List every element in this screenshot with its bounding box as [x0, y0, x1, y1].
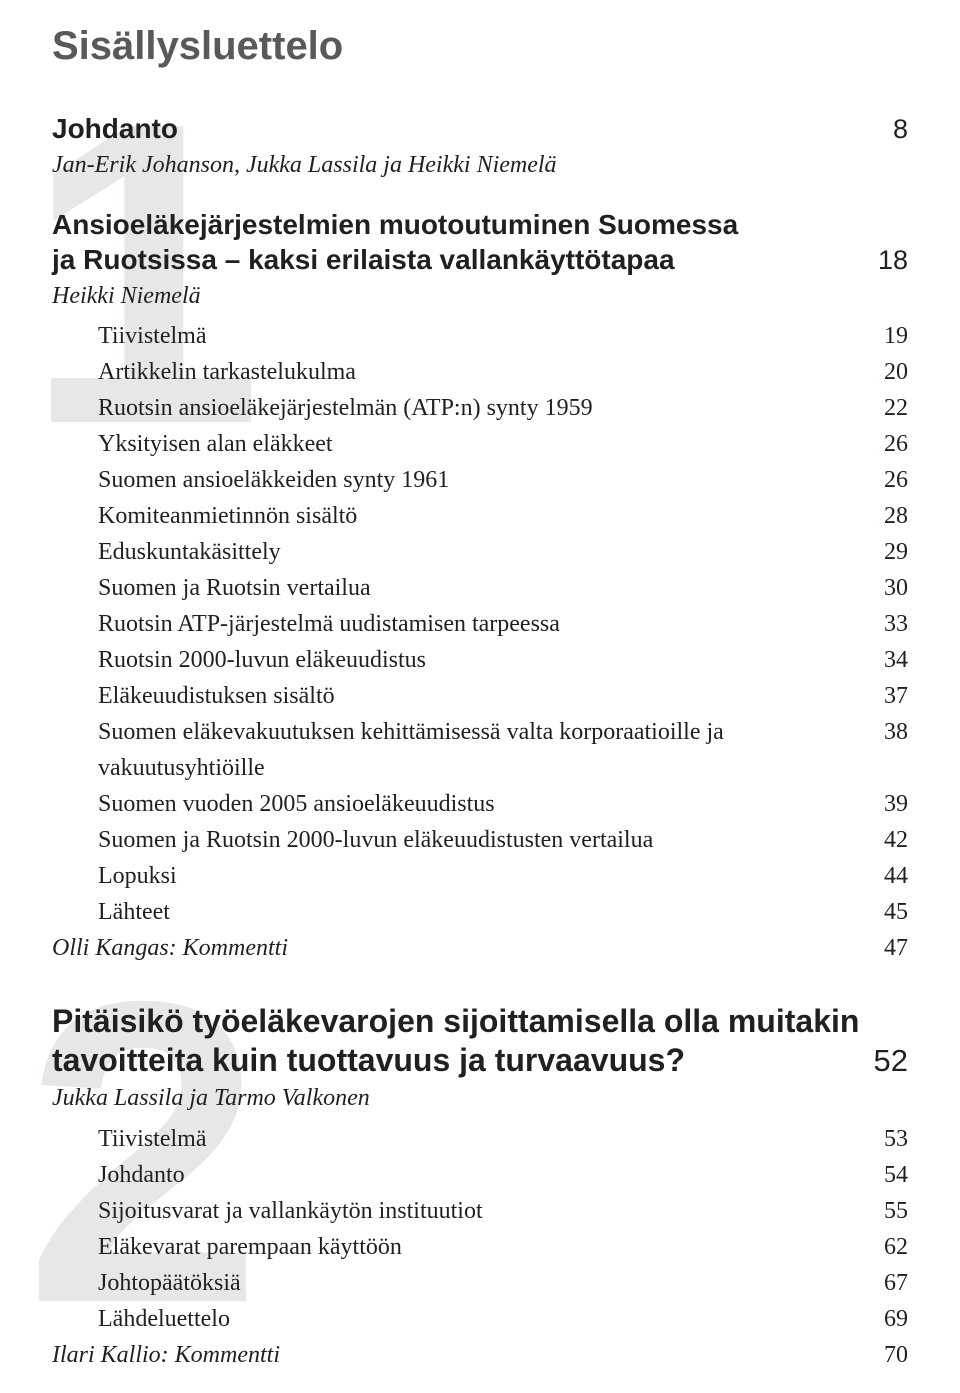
section-1: 1 Johdanto 8 Jan-Erik Johanson, Jukka La…	[52, 111, 908, 966]
commenter-label: Olli Kangas: Kommentti	[52, 930, 868, 966]
toc-page: 54	[868, 1157, 908, 1193]
ch2-byline: Jukka Lassila ja Tarmo Valkonen	[52, 1082, 908, 1114]
ch1-heading-line1: Ansioeläkejärjestelmien muotoutuminen Su…	[52, 207, 908, 242]
toc-label: Suomen ansioeläkkeiden synty 1961	[98, 462, 868, 498]
ch2-heading-line2: tavoitteita kuin tuottavuus ja turvaavuu…	[52, 1041, 868, 1080]
toc-page: 20	[868, 354, 908, 390]
toc-label: Johtopäätöksiä	[98, 1265, 868, 1301]
toc-page: 26	[868, 426, 908, 462]
intro-heading-row: Johdanto 8	[52, 111, 908, 147]
commenter-page: 70	[868, 1337, 908, 1373]
toc-label: Lähteet	[98, 894, 868, 930]
toc-label: Eläkevarat parempaan käyttöön	[98, 1229, 868, 1265]
toc-label: Komiteanmietinnön sisältö	[98, 498, 868, 534]
toc-page: 62	[868, 1229, 908, 1265]
toc-page: 37	[868, 678, 908, 714]
toc-entry: Eduskuntakäsittely 29	[52, 534, 908, 570]
toc-label: Lopuksi	[98, 858, 868, 894]
toc-page: 39	[868, 786, 908, 822]
toc-label: Tiivistelmä	[98, 1121, 868, 1157]
toc-page: 67	[868, 1265, 908, 1301]
intro-byline: Jan-Erik Johanson, Jukka Lassila ja Heik…	[52, 149, 908, 181]
toc-page: 53	[868, 1121, 908, 1157]
toc-entry: Tiivistelmä 53	[52, 1121, 908, 1157]
toc-page: 69	[868, 1301, 908, 1337]
toc-page: 44	[868, 858, 908, 894]
toc-page: 45	[868, 894, 908, 930]
toc-label: Ruotsin ansioeläkejärjestelmän (ATP:n) s…	[98, 390, 868, 426]
ch2-heading-line1: Pitäisikö työeläkevarojen sijoittamisell…	[52, 1002, 908, 1041]
toc-entry: Eläkeuudistuksen sisältö 37	[52, 678, 908, 714]
toc-entry: Tiivistelmä 19	[52, 318, 908, 354]
toc-label: Suomen eläkevakuutuksen kehittämisessä v…	[98, 714, 868, 786]
toc-entry: Suomen ja Ruotsin vertailua 30	[52, 570, 908, 606]
toc-label: Sijoitusvarat ja vallankäytön instituuti…	[98, 1193, 868, 1229]
toc-entry: Komiteanmietinnön sisältö 28	[52, 498, 908, 534]
toc-page: 30	[868, 570, 908, 606]
toc-entry: Lopuksi 44	[52, 858, 908, 894]
toc-page: 42	[868, 822, 908, 858]
commenter-label: Ilari Kallio: Kommentti	[52, 1337, 868, 1373]
toc-entry: Eläkevarat parempaan käyttöön 62	[52, 1229, 908, 1265]
toc-entry: Lähteet 45	[52, 894, 908, 930]
toc-label: Yksityisen alan eläkkeet	[98, 426, 868, 462]
toc-page: 55	[868, 1193, 908, 1229]
toc-page: 22	[868, 390, 908, 426]
toc-label: Suomen vuoden 2005 ansioeläkeuudistus	[98, 786, 868, 822]
toc-label: Eduskuntakäsittely	[98, 534, 868, 570]
ch1-page: 18	[868, 244, 908, 278]
toc-page: 33	[868, 606, 908, 642]
toc-page: 29	[868, 534, 908, 570]
toc-page: 26	[868, 462, 908, 498]
ch2-page: 52	[868, 1042, 908, 1080]
toc-entry: Suomen ja Ruotsin 2000-luvun eläkeuudist…	[52, 822, 908, 858]
toc-label: Suomen ja Ruotsin vertailua	[98, 570, 868, 606]
toc-label: Eläkeuudistuksen sisältö	[98, 678, 868, 714]
ch1-heading-line2: ja Ruotsissa – kaksi erilaista vallankäy…	[52, 242, 868, 277]
toc-page: 28	[868, 498, 908, 534]
toc-entry: Yksityisen alan eläkkeet 26	[52, 426, 908, 462]
toc-entry: Johtopäätöksiä 67	[52, 1265, 908, 1301]
ch1-heading-row2: ja Ruotsissa – kaksi erilaista vallankäy…	[52, 242, 908, 278]
toc-entry: Suomen ansioeläkkeiden synty 1961 26	[52, 462, 908, 498]
toc-entry: Ruotsin ATP-järjestelmä uudistamisen tar…	[52, 606, 908, 642]
intro-heading: Johdanto	[52, 111, 868, 146]
page-title: Sisällysluettelo	[52, 24, 908, 69]
toc-entry: Sijoitusvarat ja vallankäytön instituuti…	[52, 1193, 908, 1229]
toc-entry: Johdanto 54	[52, 1157, 908, 1193]
toc-page: 19	[868, 318, 908, 354]
toc-entry: Ruotsin ansioeläkejärjestelmän (ATP:n) s…	[52, 390, 908, 426]
toc-entry: Ruotsin 2000-luvun eläkeuudistus 34	[52, 642, 908, 678]
toc-label: Tiivistelmä	[98, 318, 868, 354]
toc-entry: Suomen eläkevakuutuksen kehittämisessä v…	[52, 714, 908, 786]
ch2-heading-row2: tavoitteita kuin tuottavuus ja turvaavuu…	[52, 1041, 908, 1080]
commenter-row: Olli Kangas: Kommentti 47	[52, 930, 908, 966]
commenter-row: Ilari Kallio: Kommentti 70	[52, 1337, 908, 1373]
toc-entry: Suomen vuoden 2005 ansioeläkeuudistus 39	[52, 786, 908, 822]
intro-page: 8	[868, 113, 908, 147]
toc-label: Suomen ja Ruotsin 2000-luvun eläkeuudist…	[98, 822, 868, 858]
toc-label: Ruotsin ATP-järjestelmä uudistamisen tar…	[98, 606, 868, 642]
toc-label: Lähdeluettelo	[98, 1301, 868, 1337]
ch1-byline: Heikki Niemelä	[52, 280, 908, 312]
section-2: 2 Pitäisikö työeläkevarojen sijoittamise…	[52, 1002, 908, 1372]
toc-page: 34	[868, 642, 908, 678]
toc-page: 38	[868, 714, 908, 750]
toc-label: Johdanto	[98, 1157, 868, 1193]
toc-label: Artikkelin tarkastelukulma	[98, 354, 868, 390]
commenter-page: 47	[868, 930, 908, 966]
toc-label: Ruotsin 2000-luvun eläkeuudistus	[98, 642, 868, 678]
toc-entry: Lähdeluettelo 69	[52, 1301, 908, 1337]
toc-entry: Artikkelin tarkastelukulma 20	[52, 354, 908, 390]
